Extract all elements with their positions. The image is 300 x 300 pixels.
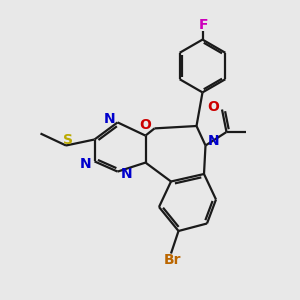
- Text: O: O: [208, 100, 220, 113]
- Text: N: N: [103, 112, 115, 126]
- Text: F: F: [198, 18, 208, 32]
- Text: N: N: [80, 157, 91, 171]
- Text: N: N: [121, 167, 132, 181]
- Text: N: N: [208, 134, 220, 148]
- Text: S: S: [62, 133, 73, 147]
- Text: Br: Br: [164, 253, 181, 267]
- Text: O: O: [140, 118, 152, 132]
